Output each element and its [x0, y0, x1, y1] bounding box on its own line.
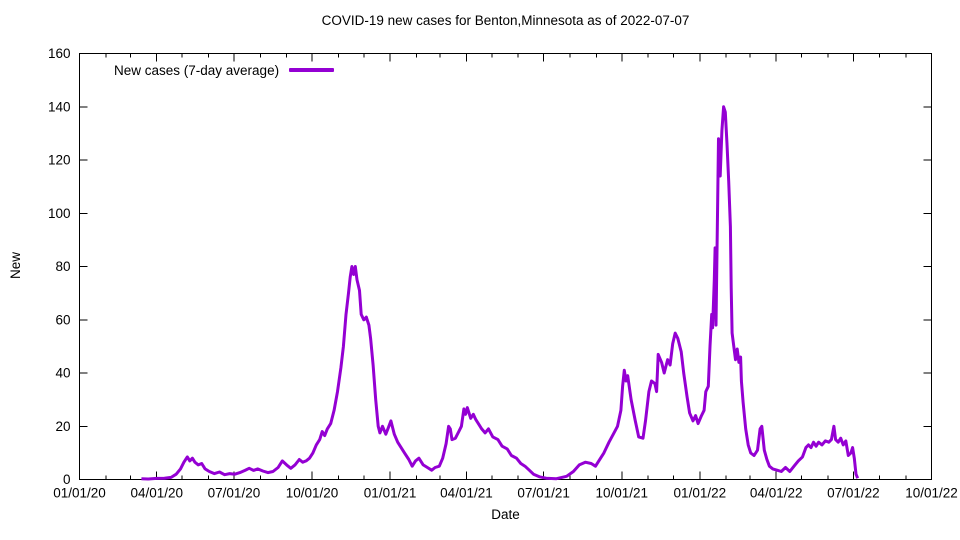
series-line	[141, 105, 860, 481]
legend: New cases (7-day average)	[114, 62, 335, 78]
y-tick-label: 120	[48, 153, 71, 168]
x-axis-title: Date	[491, 507, 520, 522]
y-axis-title-wrap: New	[6, 53, 24, 479]
x-tick-label: 04/01/22	[750, 486, 803, 501]
y-axis-title: New	[7, 252, 23, 280]
legend-label: New cases (7-day average)	[114, 62, 280, 78]
plot-frame	[79, 53, 932, 480]
axis-tick-labels: 0 20 40 60 80 100 120 140 160 01/01/20 04/01/20 07/…	[48, 46, 958, 501]
x-tick-label: 01/01/21	[364, 486, 417, 501]
y-tick-label: 80	[55, 259, 70, 274]
legend-line-sample	[289, 68, 335, 72]
y-tick-label: 140	[48, 99, 71, 114]
x-tick-label: 07/01/20	[208, 486, 261, 501]
x-tick-label: 01/01/22	[674, 486, 727, 501]
x-tick-label: 04/01/20	[130, 486, 183, 501]
x-tick-label: 10/01/21	[595, 486, 648, 501]
chart-title: COVID-19 new cases for Benton,Minnesota …	[321, 13, 690, 28]
x-tick-label: 07/01/21	[517, 486, 570, 501]
y-tick-label: 160	[48, 46, 71, 61]
y-tick-label: 0	[63, 472, 71, 487]
x-tick-label: 07/01/22	[827, 486, 880, 501]
y-tick-label: 60	[55, 312, 70, 327]
y-tick-label: 100	[48, 206, 71, 221]
x-tick-label: 04/01/21	[440, 486, 493, 501]
y-tick-label: 40	[55, 366, 70, 381]
x-tick-label: 01/01/20	[53, 486, 106, 501]
x-tick-label: 10/01/22	[905, 486, 958, 501]
axis-ticks	[79, 53, 932, 480]
x-tick-label: 10/01/20	[286, 486, 339, 501]
y-tick-label: 20	[55, 419, 70, 434]
